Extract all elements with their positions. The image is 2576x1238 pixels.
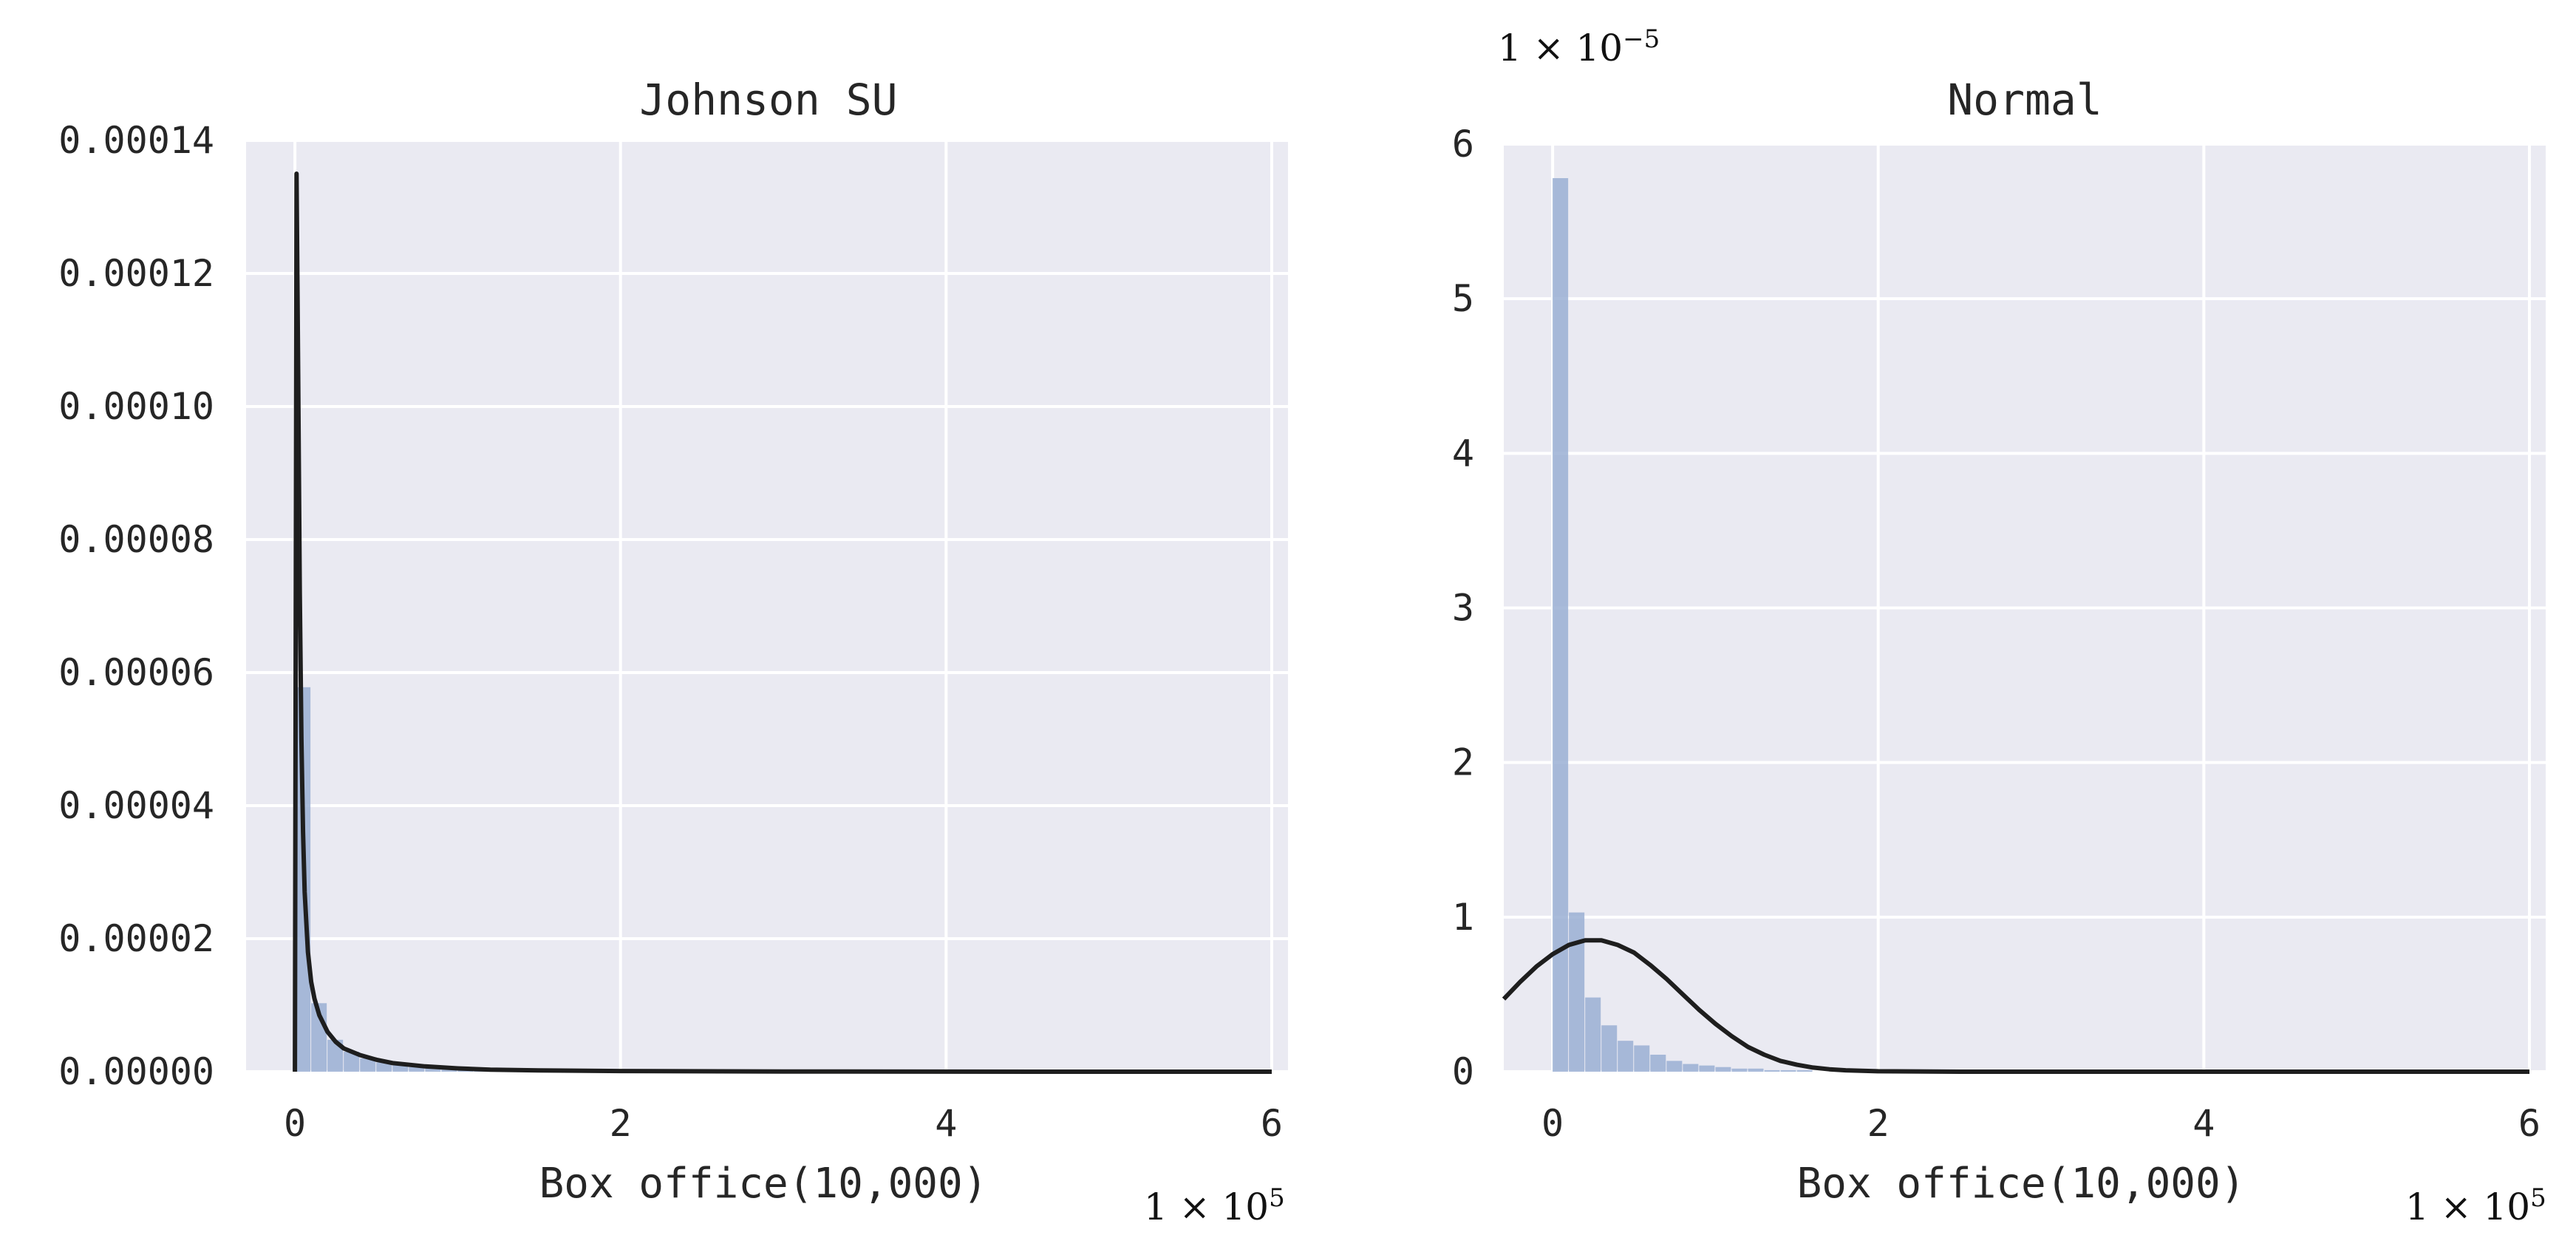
- normal-histogram-bar: [1731, 1068, 1748, 1072]
- johnson-su-histogram-bar: [441, 1069, 457, 1072]
- normal-histogram-bar: [1601, 1025, 1618, 1072]
- johnson-su-x-multiplier-base: 1 × 10: [1144, 1186, 1269, 1228]
- normal-fit-curve: [1502, 938, 2529, 1074]
- johnson-su-histogram-bar: [327, 1039, 344, 1072]
- johnson-su-y-tick-label: 0.00000: [58, 1050, 214, 1093]
- normal-y-tick-label: 3: [1452, 587, 1474, 630]
- normal-x-multiplier-exp: 5: [2530, 1183, 2546, 1213]
- normal-y-tick-label: 5: [1452, 277, 1474, 320]
- johnson-su-histogram-bar: [409, 1067, 425, 1072]
- normal-y-multiplier-base: 1 × 10: [1498, 27, 1623, 69]
- normal-y-tick-label: 1: [1452, 896, 1474, 939]
- johnson-su-y-tick-label: 0.00006: [58, 651, 214, 694]
- normal-histogram-bar: [1618, 1041, 1634, 1072]
- normal-y-multiplier: 1 × 10−5: [1498, 24, 1660, 69]
- johnson-su-x-multiplier: 1 × 105: [1144, 1183, 1285, 1228]
- johnson-su-y-tick-label: 0.00008: [58, 518, 214, 561]
- normal-x-axis-label: Box office(10,000): [1797, 1160, 2246, 1208]
- normal-histogram-bar: [1666, 1061, 1683, 1072]
- normal-histogram-bar: [1748, 1068, 1764, 1072]
- normal-x-multiplier-base: 1 × 10: [2405, 1186, 2530, 1228]
- johnson-su-y-tick-label: 0.00002: [58, 917, 214, 960]
- johnson-su-x-tick-label: 0: [284, 1102, 306, 1145]
- normal-histogram-bar: [1634, 1045, 1650, 1072]
- johnson-su-x-tick-label: 6: [1261, 1102, 1283, 1145]
- normal-y-tick-label: 4: [1452, 432, 1474, 475]
- normal-y-tick-label: 6: [1452, 123, 1474, 166]
- normal-histogram-bar: [1780, 1069, 1796, 1072]
- johnson-su-x-tick-label: 4: [935, 1102, 957, 1145]
- normal-y-tick-label: 2: [1452, 741, 1474, 784]
- johnson-su-y-tick-label: 0.00004: [58, 784, 214, 827]
- johnson-su-histogram-bar: [344, 1052, 360, 1072]
- normal-y-tick-label: 0: [1452, 1050, 1474, 1093]
- normal-x-multiplier: 1 × 105: [2405, 1183, 2546, 1228]
- johnson-su-gridlines: [246, 139, 1288, 1073]
- normal-title: Normal: [1947, 75, 2102, 125]
- johnson-su-fit-curve: [293, 171, 1272, 1074]
- johnson-su-y-tick-label: 0.00014: [58, 119, 214, 162]
- normal-histogram-bar: [1683, 1064, 1699, 1072]
- johnson-su-panel: 0.00000 0.00002 0.00004 0.00006 0.00008 0.000…: [58, 75, 1288, 1228]
- normal-panel: 0 1 2 3 4 5 6 0 2 4 6 Normal Box office(10,000) 1…: [1452, 24, 2546, 1228]
- johnson-su-x-axis-label: Box office(10,000): [539, 1160, 988, 1208]
- johnson-su-title: Johnson SU: [639, 75, 897, 125]
- johnson-su-y-tick-label: 0.00012: [58, 252, 214, 295]
- normal-x-tick-labels: 0 2 4 6: [1541, 1102, 2541, 1145]
- normal-x-tick-label: 0: [1541, 1102, 1564, 1145]
- normal-histogram-bar: [1585, 997, 1601, 1072]
- normal-x-tick-label: 6: [2518, 1102, 2541, 1145]
- johnson-su-histogram-bar: [392, 1065, 409, 1072]
- normal-histogram-bar: [1764, 1069, 1780, 1072]
- johnson-su-histogram-bar: [360, 1058, 376, 1072]
- johnson-su-x-tick-label: 2: [610, 1102, 632, 1145]
- johnson-su-x-multiplier-exp: 5: [1269, 1183, 1285, 1213]
- johnson-su-histogram-bar: [376, 1062, 392, 1072]
- normal-x-tick-label: 4: [2192, 1102, 2215, 1145]
- normal-x-tick-label: 2: [1867, 1102, 1890, 1145]
- normal-histogram-bar: [1715, 1067, 1731, 1072]
- johnson-su-histogram-bar: [425, 1068, 441, 1072]
- normal-histogram-bar: [1569, 912, 1585, 1072]
- normal-histogram-bar: [1796, 1069, 1813, 1072]
- normal-histogram: [1553, 178, 1813, 1072]
- normal-y-multiplier-exp: −5: [1623, 24, 1660, 54]
- johnson-su-x-tick-labels: 0 2 4 6: [284, 1102, 1283, 1145]
- normal-histogram-bar: [1699, 1065, 1715, 1072]
- normal-histogram-bar: [1553, 178, 1569, 1072]
- johnson-su-y-tick-label: 0.00010: [58, 385, 214, 428]
- normal-y-tick-labels: 0 1 2 3 4 5 6: [1452, 123, 1474, 1093]
- normal-histogram-bar: [1650, 1054, 1666, 1072]
- johnson-su-y-tick-labels: 0.00000 0.00002 0.00004 0.00006 0.00008 0.000…: [58, 119, 214, 1093]
- johnson-su-plot-area: [246, 140, 1288, 1072]
